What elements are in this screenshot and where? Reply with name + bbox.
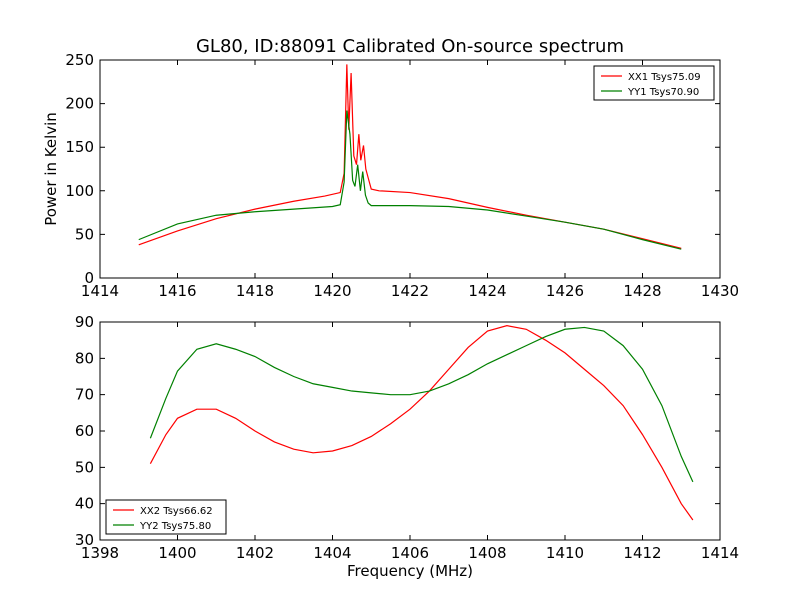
top-legend: XX1 Tsys75.09 YY1 Tsys70.90	[593, 65, 715, 101]
top-series-line-1	[138, 64, 682, 249]
top-x-tick-label: 1430	[701, 282, 739, 300]
top-series-line-2	[138, 110, 682, 250]
top-y-tick-label: 100	[65, 182, 94, 200]
bottom-x-tick-label: 1402	[236, 544, 274, 562]
x-axis-label: Frequency (MHz)	[347, 562, 473, 580]
top-x-tick-label: 1422	[391, 282, 429, 300]
bottom-y-tick-label: 30	[75, 531, 94, 549]
top-y-tick-label: 250	[65, 51, 94, 69]
bottom-x-tick-label: 1414	[701, 544, 739, 562]
top-x-tick-label: 1414	[81, 282, 119, 300]
figure-title: GL80, ID:88091 Calibrated On-source spec…	[196, 36, 624, 57]
top-y-tick-label: 50	[75, 225, 94, 243]
top-y-tick-label: 0	[84, 269, 94, 287]
top-spectrum-plot: 1414 1416 1418 1420 1422 1424 1426 1428 1430 0 50 1…	[65, 51, 739, 300]
bottom-x-tick-label: 1398	[81, 544, 119, 562]
top-x-tick-label: 1426	[546, 282, 584, 300]
bottom-series-line-1	[149, 325, 694, 521]
bottom-y-tick-label: 50	[75, 458, 94, 476]
bottom-y-tick-label: 80	[75, 349, 94, 367]
bottom-y-tick-label: 90	[75, 313, 94, 331]
bottom-legend: XX2 Tsys66.62 YY2 Tsys75.80	[105, 499, 227, 535]
bottom-y-tick-label: 40	[75, 495, 94, 513]
bottom-x-tick-label: 1404	[313, 544, 351, 562]
top-x-tick-label: 1420	[313, 282, 351, 300]
bottom-x-tick-label: 1412	[623, 544, 661, 562]
bottom-x-tick-label: 1400	[158, 544, 196, 562]
bottom-x-tick-label: 1410	[546, 544, 584, 562]
top-x-tick-label: 1428	[623, 282, 661, 300]
bottom-legend-label: XX2 Tsys66.62	[140, 506, 213, 517]
bottom-series-line-2	[149, 326, 694, 483]
top-y-tick-label: 150	[65, 138, 94, 156]
y-axis-label: Power in Kelvin	[42, 112, 60, 226]
bottom-legend-label: YY2 Tsys75.80	[139, 521, 211, 532]
top-y-tick-label: 200	[65, 95, 94, 113]
bottom-x-tick-label: 1406	[391, 544, 429, 562]
top-x-tick-label: 1418	[236, 282, 274, 300]
bottom-x-tick-label: 1408	[468, 544, 506, 562]
top-legend-label: YY1 Tsys70.90	[627, 87, 699, 98]
bottom-spectrum-plot: 1398 1400 1402 1404 1406 1408 1410 1412 1414 30 40…	[75, 313, 739, 562]
top-x-tick-label: 1416	[158, 282, 196, 300]
bottom-y-tick-label: 60	[75, 422, 94, 440]
top-x-tick-label: 1424	[468, 282, 506, 300]
top-legend-label: XX1 Tsys75.09	[628, 72, 701, 83]
bottom-y-tick-label: 70	[75, 386, 94, 404]
